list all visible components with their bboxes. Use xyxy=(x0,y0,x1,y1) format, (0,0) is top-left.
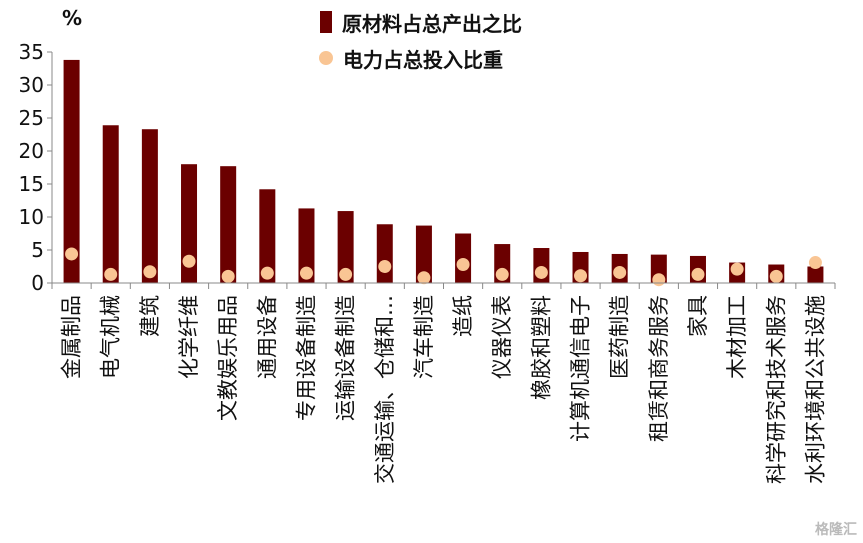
legend-bar-swatch xyxy=(320,11,332,33)
x-tick-label: 水利环境和公共设施 xyxy=(803,295,827,484)
x-tick-label: 金属制品 xyxy=(60,295,84,379)
dot-15 xyxy=(613,265,627,279)
bar-6 xyxy=(259,189,276,283)
x-tick-label: 电气机械 xyxy=(99,295,123,379)
dot-1 xyxy=(65,247,79,261)
dot-7 xyxy=(299,266,313,280)
dot-3 xyxy=(143,265,157,279)
x-tick-label: 橡胶和塑料 xyxy=(529,295,553,400)
dot-17 xyxy=(691,267,705,281)
dot-16 xyxy=(652,273,666,287)
x-tick-label: 汽车制造 xyxy=(412,295,436,379)
legend-label-bar: 原材料占总产出之比 xyxy=(342,11,522,36)
y-tick-label: 30 xyxy=(19,73,44,97)
dot-4 xyxy=(182,254,196,268)
legend-label-dot: 电力占总投入比重 xyxy=(343,47,503,72)
dot-19 xyxy=(769,269,783,283)
x-tick-label: 仪器仪表 xyxy=(490,295,514,379)
x-tick-label: 科学研究和技术服务 xyxy=(764,295,788,484)
legend-item-dot: 电力占总投入比重 xyxy=(318,40,522,76)
y-tick-label: 15 xyxy=(19,172,44,196)
y-tick-label: 20 xyxy=(19,139,44,163)
x-tick-label: 木材加工 xyxy=(725,295,749,379)
x-tick-label: 计算机通信电子 xyxy=(569,295,593,442)
dot-14 xyxy=(574,269,588,283)
y-tick-label: 35 xyxy=(19,40,44,64)
y-unit-label: % xyxy=(62,6,83,30)
x-tick-label: 家具 xyxy=(686,295,710,337)
x-tick-label: 建筑 xyxy=(138,295,162,337)
y-tick-label: 0 xyxy=(31,271,44,295)
bar-9 xyxy=(376,224,393,283)
x-tick-label: 租赁和商务服务 xyxy=(647,295,671,442)
x-tick-label: 通用设备 xyxy=(255,295,279,379)
bar-3 xyxy=(141,129,158,283)
bar-2 xyxy=(102,125,119,283)
legend-item-bar: 原材料占总产出之比 xyxy=(318,4,522,40)
bar-10 xyxy=(415,225,432,283)
bar-1 xyxy=(63,59,80,283)
x-axis: 金属制品 电气机械 建筑 化学纤维 文教娱乐用品 通用设备 专用设备制造 运输设备制造 交通运输… xyxy=(51,282,836,484)
dot-series xyxy=(65,247,822,287)
dot-13 xyxy=(534,265,548,279)
bar-8 xyxy=(337,211,354,283)
dot-10 xyxy=(417,271,431,285)
dot-11 xyxy=(456,258,470,272)
y-axis: 0 5 10 15 20 25 30 35 xyxy=(19,40,53,295)
x-tick-label: 化学纤维 xyxy=(177,295,201,379)
dot-2 xyxy=(104,267,118,281)
watermark-logo: 格隆汇 xyxy=(815,522,857,538)
bar-7 xyxy=(298,208,315,283)
y-tick-label: 25 xyxy=(19,106,44,130)
x-tick-label: 专用设备制造 xyxy=(294,295,318,421)
dot-9 xyxy=(378,260,392,273)
y-tick-label: 10 xyxy=(19,205,44,229)
dot-8 xyxy=(339,267,353,281)
bar-5 xyxy=(220,166,237,283)
legend: 原材料占总产出之比 电力占总投入比重 xyxy=(318,4,522,76)
dot-12 xyxy=(495,267,509,281)
x-tick-label: 造纸 xyxy=(451,295,475,337)
bar-series xyxy=(63,59,824,283)
dot-5 xyxy=(221,269,235,283)
bar-20 xyxy=(807,266,824,283)
x-tick-label: 交通运输、仓储和… xyxy=(373,295,397,484)
x-tick-label: 运输设备制造 xyxy=(334,295,358,421)
dot-18 xyxy=(730,262,744,276)
x-tick-label: 文教娱乐用品 xyxy=(216,295,240,421)
dot-6 xyxy=(260,266,274,280)
dot-20 xyxy=(808,256,822,270)
y-tick-label: 5 xyxy=(31,238,44,262)
x-tick-label: 医药制造 xyxy=(608,295,632,379)
legend-dot-swatch xyxy=(319,51,333,65)
bar-4 xyxy=(181,164,198,283)
